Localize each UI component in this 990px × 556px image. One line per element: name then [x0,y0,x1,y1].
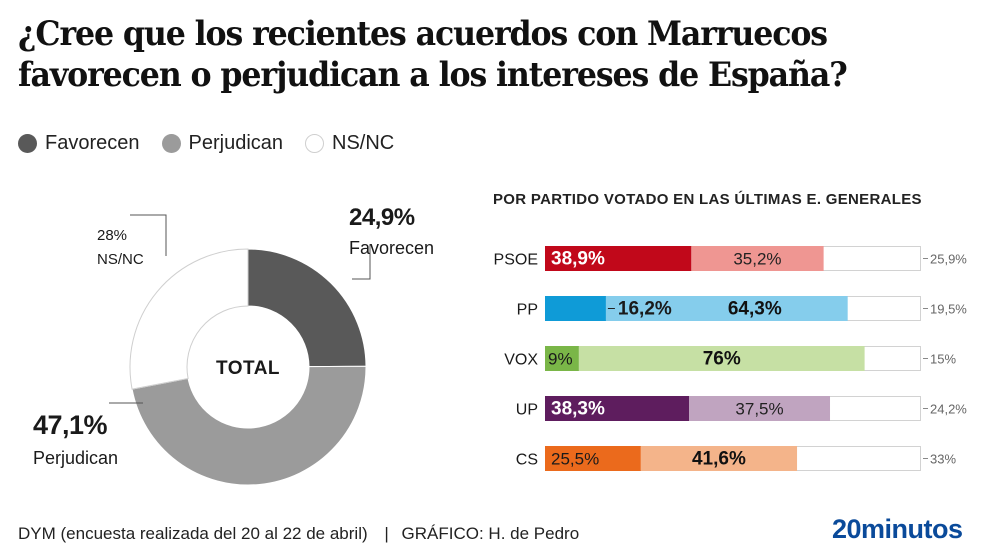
value-favorecen-up: 38,3% [551,399,605,420]
legend-swatch-perjudican [161,134,181,153]
legend-swatch-nsnc [305,134,325,153]
category-label-pp: PP [517,302,538,319]
legend-item-perjudican: Perjudican [161,132,284,155]
category-label-psoe: PSOE [494,252,538,269]
bar-favorecen-up [545,396,690,421]
value-nsnc-pp: 19,5% [930,302,967,317]
value-favorecen-vox: 9% [548,350,573,369]
bar-favorecen-vox [545,346,579,371]
value-nsnc-cs: 33% [930,452,956,467]
legend: Favorecen Perjudican NS/NC [18,132,416,155]
value-favorecen-psoe: 38,9% [551,249,605,270]
chart-title: ¿Cree que los recientes acuerdos con Mar… [18,14,911,96]
label-nsnc-value: 28% [97,227,128,244]
value-favorecen-cs: 25,5% [551,450,599,469]
legend-label: NS/NC [332,132,395,154]
brand-logo[interactable]: 20minutos [832,514,963,544]
leader-line-nsnc [130,214,167,256]
value-perjudican-psoe: 35,2% [733,250,781,269]
legend-item-nsnc: NS/NC [305,132,394,155]
bar-perjudican-cs [640,446,798,471]
legend-label: Favorecen [45,132,140,154]
leader-line-favorecen [352,244,371,280]
value-nsnc-psoe: 25,9% [930,252,967,267]
value-favorecen-pp: 16,2% [618,299,672,320]
label-favorecen-value: 24,9% [349,204,415,231]
value-perjudican-cs: 41,6% [692,449,746,470]
value-perjudican-up: 37,5% [735,400,783,419]
stacked-bar-chart: PSOE 38,9% 35,2% 25,9% PP 16,2% 64,3% 19,5% VOX 9… [494,246,967,471]
category-label-up: UP [516,402,538,419]
donut-center-label: TOTAL [216,358,280,379]
label-perjudican-name: Perjudican [33,448,119,468]
category-label-cs: CS [516,452,538,469]
footer: DYM (encuesta realizada del 20 al 22 de … [18,524,579,544]
value-nsnc-vox: 15% [930,352,956,367]
title-line-2: favorecen o perjudican a los intereses d… [18,55,848,95]
credit-text: GRÁFICO: H. de Pedro [401,524,580,543]
label-nsnc-name: NS/NC [97,251,144,268]
bar-favorecen-cs [545,446,641,471]
bar-perjudican-pp [605,296,848,321]
donut-slice-perjudican [131,365,367,486]
donut-slice-favorecen [247,248,367,368]
source-text: DYM (encuesta realizada del 20 al 22 de … [18,524,368,543]
category-label-vox: VOX [504,352,538,369]
legend-swatch-favorecen [18,134,37,153]
value-nsnc-up: 24,2% [930,402,967,417]
bar-perjudican-vox [578,346,865,371]
donut-chart: TOTAL [109,214,371,486]
label-perjudican-value: 47,1% [33,410,108,440]
title-line-1: ¿Cree que los recientes acuerdos con Mar… [18,14,828,54]
bar-perjudican-psoe [691,246,824,271]
value-perjudican-pp: 64,3% [728,299,782,320]
bar-favorecen-psoe [545,246,692,271]
legend-label: Perjudican [188,132,284,154]
label-favorecen-name: Favorecen [349,238,435,258]
bar-perjudican-up [689,396,831,421]
bar-favorecen-pp [545,296,606,321]
donut-slice-nsnc [129,248,249,390]
footer-separator: | [384,524,389,543]
value-perjudican-vox: 76% [703,349,741,370]
legend-item-favorecen: Favorecen [18,132,140,155]
bars-title: POR PARTIDO VOTADO EN LAS ÚLTIMAS E. GEN… [493,191,922,208]
